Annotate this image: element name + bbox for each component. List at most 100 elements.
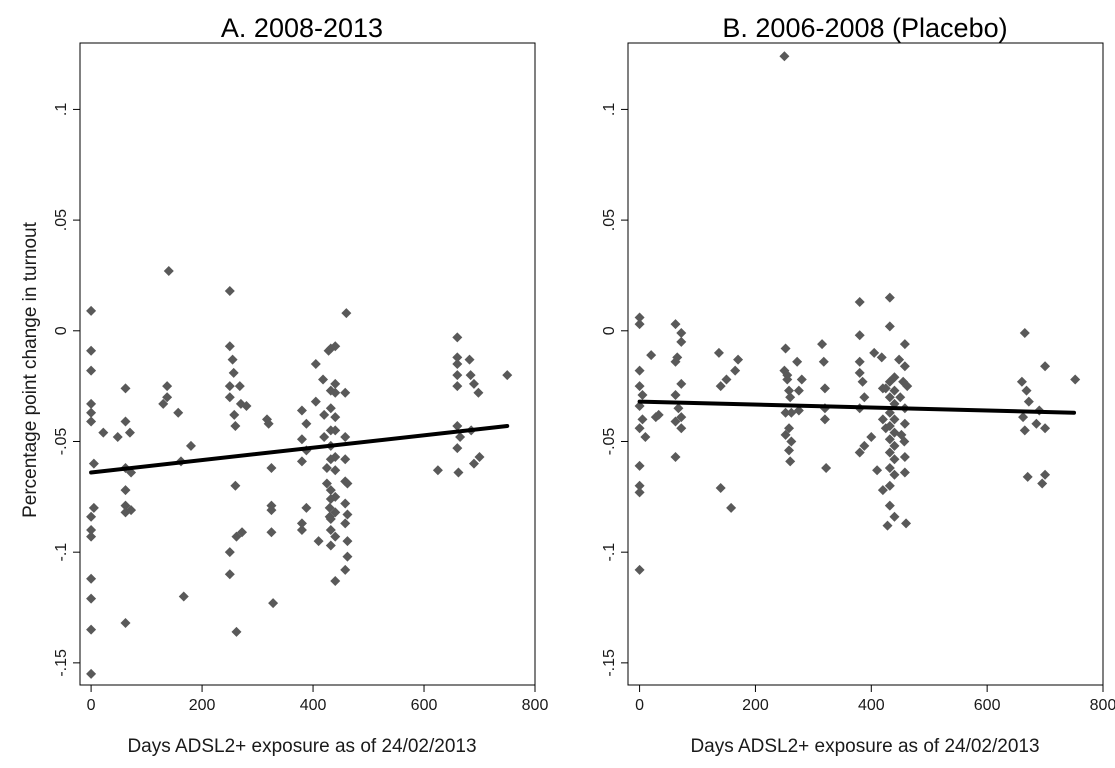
panel-a-data-point: [296, 456, 307, 467]
panel-a-data-point: [98, 427, 109, 438]
panel-b-data-point: [854, 297, 865, 308]
panel-a-y-axis-title: Percentage point change in turnout: [20, 221, 41, 517]
panel-a: A. 2008-2013 0 200 400 600 800 -.15 -.1 -.05 0 .0…: [20, 13, 548, 757]
panel-a-data-point: [330, 341, 341, 352]
panel-b-data-point: [637, 389, 648, 400]
panel-a-data-point: [452, 359, 463, 369]
panel-a-data-point: [86, 407, 97, 418]
panel-a-y-tick-label: -.15: [53, 649, 70, 677]
panel-b-data-point: [676, 336, 687, 347]
panel-b-data-point: [726, 502, 737, 513]
panel-a-data-point: [241, 401, 252, 412]
panel-a-x-tick-label: 200: [189, 697, 216, 714]
panel-b-data-point: [884, 463, 895, 474]
panel-a-y-tick-label: 0: [53, 326, 70, 335]
panel-a-data-point: [86, 511, 97, 522]
panel-b-data-point: [634, 480, 645, 491]
panel-b-data-point: [818, 356, 829, 367]
panel-a-data-point: [319, 432, 330, 443]
panel-a-data-point: [162, 392, 173, 403]
panel-a-data-point: [227, 354, 238, 365]
panel-b-data-point: [1018, 412, 1029, 423]
panel-a-data-point: [340, 387, 351, 398]
panel-b-data-point: [894, 354, 905, 365]
panel-a-data-point: [120, 485, 131, 496]
panel-b-data-point: [673, 403, 684, 414]
panel-a-data-point: [86, 398, 97, 409]
panel-a-data-point: [474, 451, 485, 462]
panel-b-data-point: [713, 347, 724, 358]
panel-a-x-tick-label: 0: [87, 697, 96, 714]
panel-b-y-tick-label: .1: [601, 103, 618, 116]
panel-b-data-point: [1016, 376, 1027, 387]
panel-b-data-point: [634, 487, 645, 498]
panel-b-data-point: [884, 434, 895, 445]
panel-b-data-point: [785, 392, 796, 403]
panel-a-data-point: [432, 465, 443, 476]
panel-b-data-point: [854, 447, 865, 458]
panel-a-y-tick-label: .1: [53, 103, 70, 116]
panel-a-data-point: [330, 387, 341, 398]
panel-b-data-point: [889, 440, 900, 451]
panel-a-data-point: [234, 381, 245, 392]
panel-a-data-point: [452, 332, 463, 343]
panel-b-title: B. 2006-2008 (Placebo): [722, 13, 1007, 43]
panel-b-y-tick-label: -.1: [601, 543, 618, 562]
panel-b-data-point: [859, 440, 870, 451]
panel-b-data-point: [1019, 328, 1030, 339]
panel-b-data-point: [634, 460, 645, 471]
panel-a-data-point: [502, 370, 513, 381]
panel-a-data-point: [268, 598, 279, 609]
panel-b-x-tick-label: 200: [742, 697, 769, 714]
panel-a-data-point: [342, 478, 353, 489]
panel-b-x-tick-label: 800: [1090, 697, 1115, 714]
panel-b-x-tick-label: 400: [858, 697, 885, 714]
panel-b-data-point: [676, 412, 687, 423]
panel-a-data-point: [162, 381, 173, 392]
panel-b-data-point: [784, 445, 795, 456]
panel-a-data-point: [330, 531, 341, 542]
panel-a-data-point: [230, 480, 241, 491]
panel-a-data-point: [86, 624, 97, 635]
panel-a-title: A. 2008-2013: [221, 13, 383, 43]
panel-a-data-point: [224, 569, 235, 580]
panel-b-data-point: [779, 51, 790, 62]
panel-a-data-point: [126, 505, 137, 516]
panel-a-data-point: [330, 425, 341, 436]
panel-b-data-point: [884, 292, 895, 303]
panel-a-data-point: [330, 412, 341, 423]
panel-b-data-point: [884, 392, 895, 403]
panel-b-data-point: [715, 482, 726, 493]
panel-a-data-point: [224, 341, 235, 352]
panel-a-data-point: [120, 383, 131, 394]
panel-a-data-point: [465, 370, 476, 381]
panel-b-data-point: [817, 339, 828, 350]
panel-b-fit-line: [637, 399, 1077, 415]
panel-b-data-point: [670, 319, 681, 330]
panel-a-x-tick-label: 800: [522, 697, 549, 714]
panel-b-data-point: [670, 451, 681, 462]
panel-b-data-point: [715, 381, 726, 392]
panel-a-data-point: [296, 525, 307, 536]
panel-a-data-point: [224, 392, 235, 403]
panel-a-data-point: [296, 434, 307, 445]
panel-b-data-point: [884, 420, 895, 431]
panel-b-data-point: [634, 423, 645, 434]
panel-b-data-point: [872, 465, 883, 476]
panel-a-data-point: [342, 536, 353, 547]
panel-a-data-point: [340, 518, 351, 529]
panel-b-data-point: [730, 365, 741, 376]
panel-a-data-point: [86, 531, 97, 542]
panel-a-data-point: [296, 518, 307, 529]
panel-b-data-point: [637, 414, 648, 425]
panel-b-data-point: [634, 365, 645, 376]
panel-a-data-point: [321, 478, 332, 489]
panel-b-data-point: [877, 485, 888, 496]
panel-a-data-point: [86, 345, 97, 356]
panel-b-data-point: [1031, 418, 1042, 429]
panel-a-data-point: [301, 418, 312, 429]
panel-a-data-point: [325, 525, 336, 536]
panel-a-data-point: [330, 465, 341, 476]
panel-a-data-point: [224, 285, 235, 296]
panel-b-data-point: [877, 414, 888, 425]
